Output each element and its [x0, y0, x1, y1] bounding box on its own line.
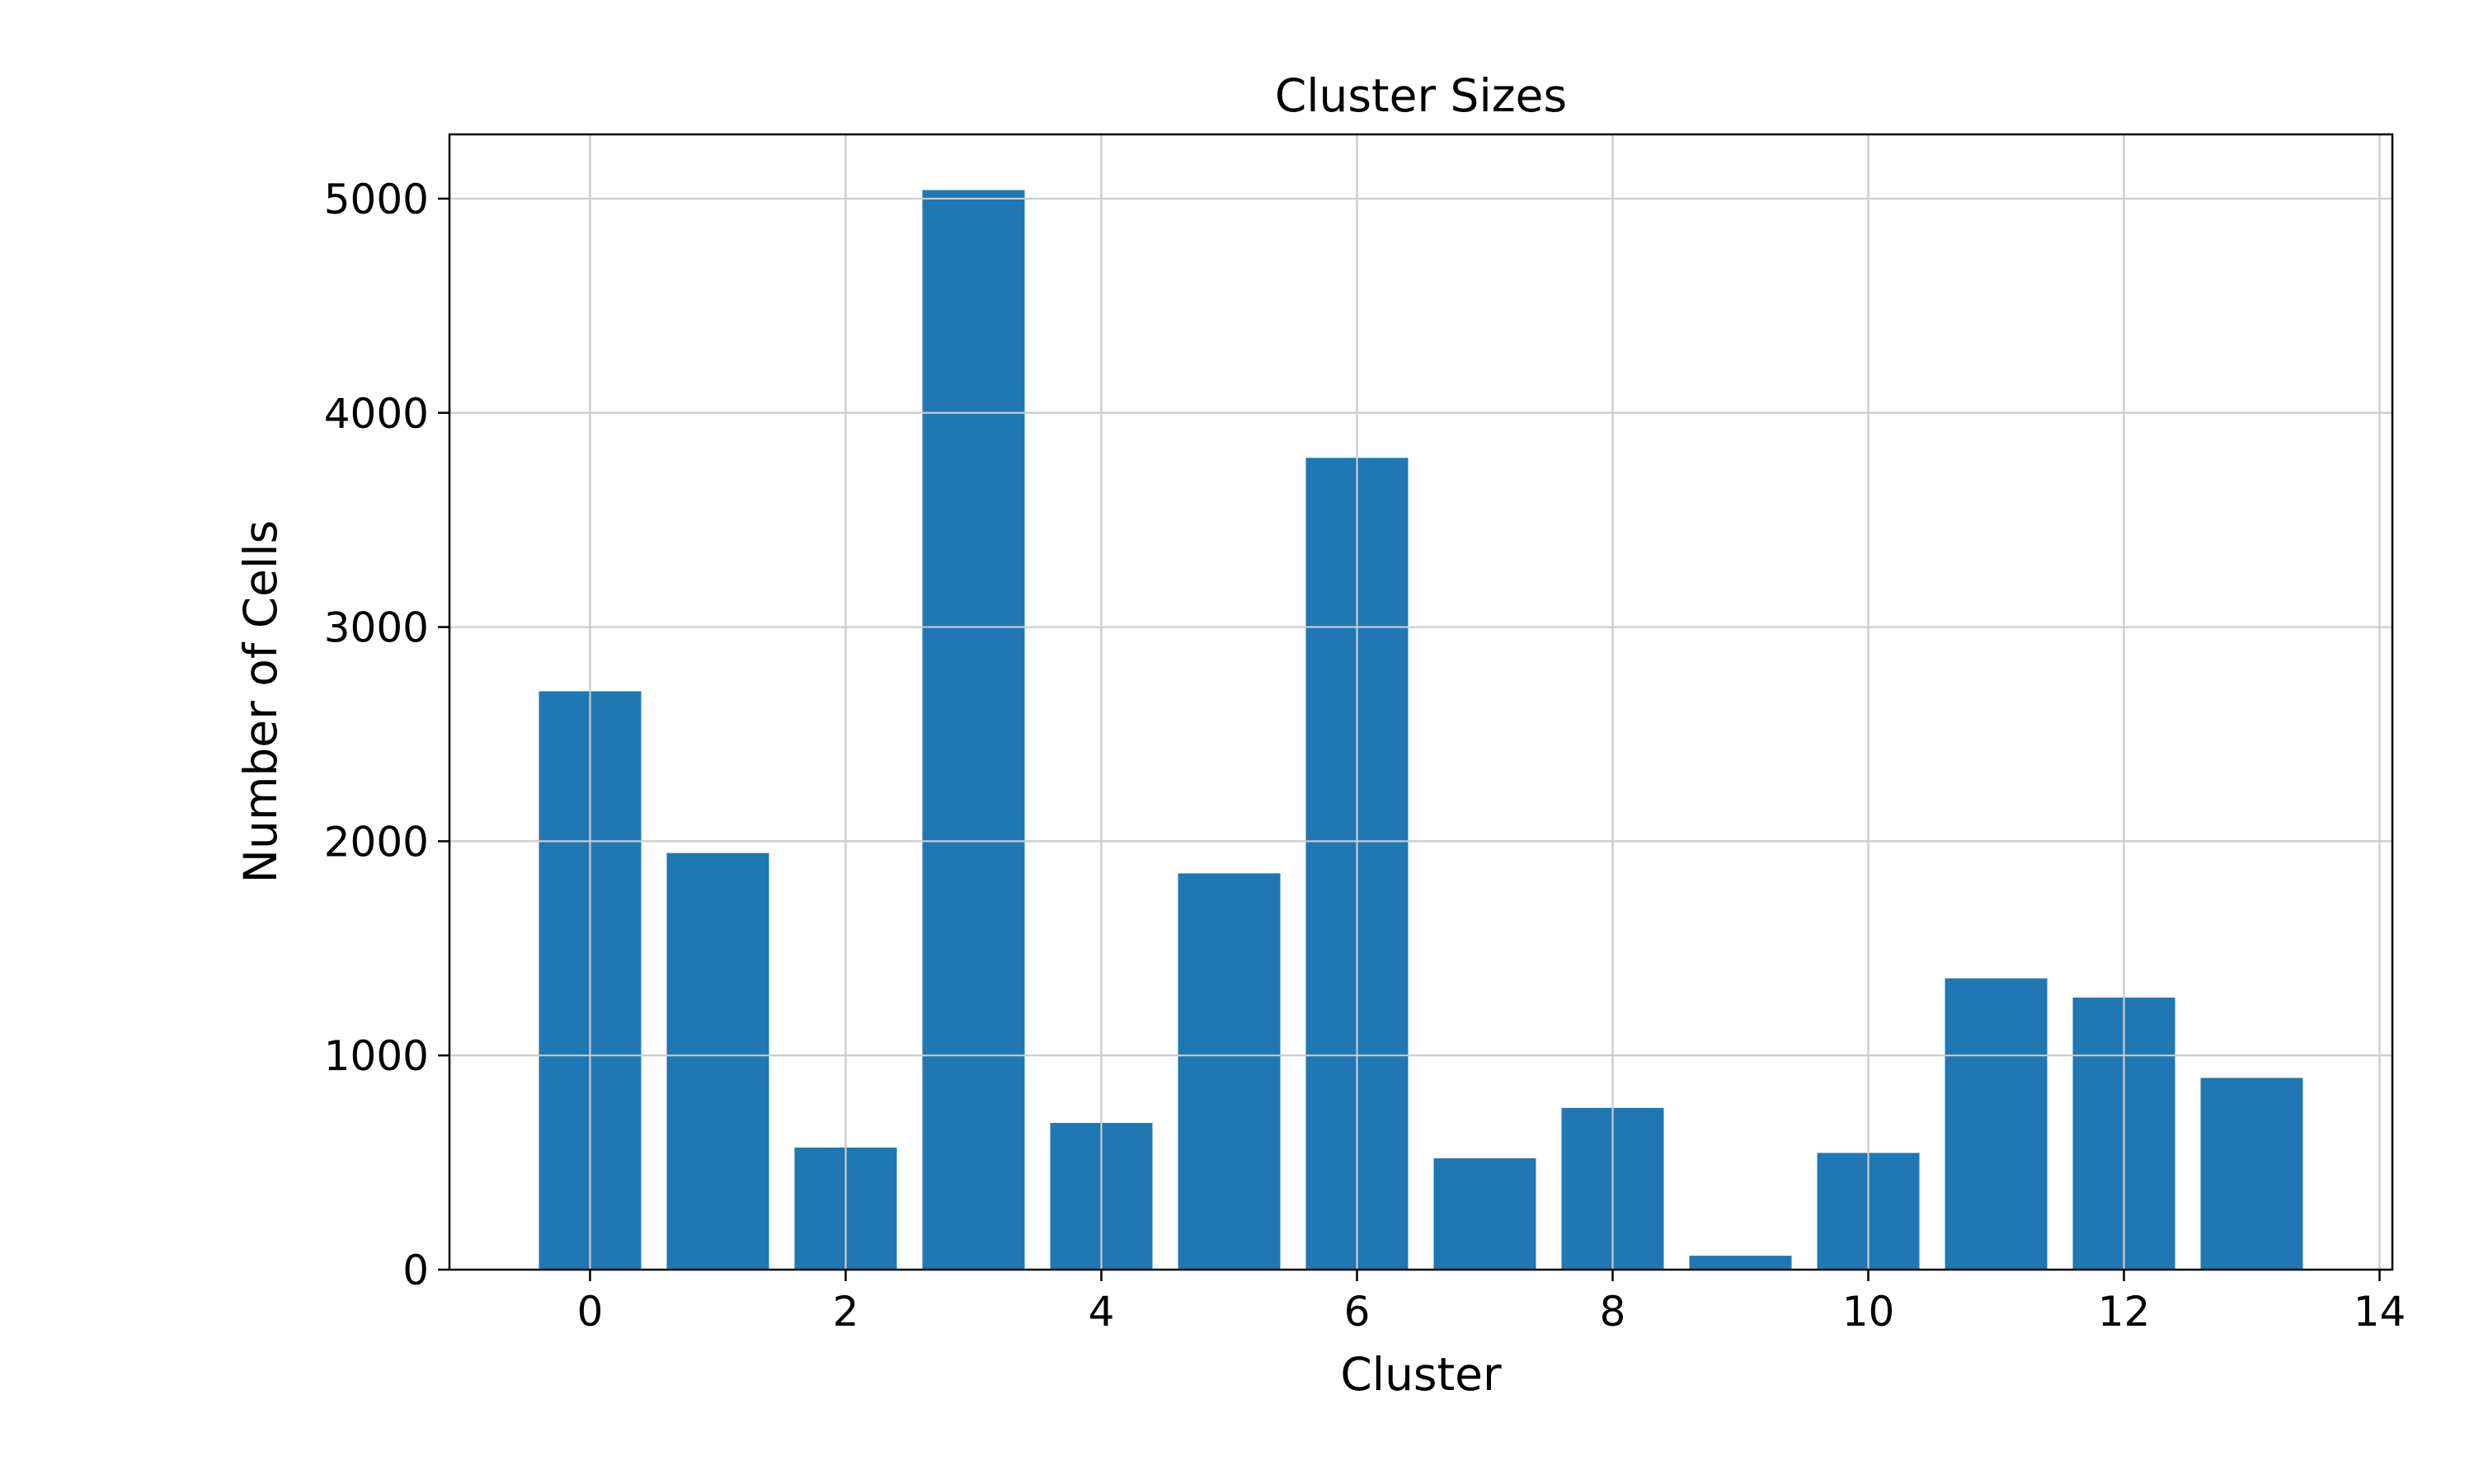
y-tick-label: 1000	[324, 1032, 429, 1080]
x-axis: 0 2 4 6 8 10 12 14	[577, 1270, 2406, 1336]
x-tick-label: 8	[1600, 1288, 1626, 1336]
y-tick-label: 0	[402, 1247, 429, 1294]
bar-cluster-5	[1178, 873, 1281, 1270]
x-tick-label: 12	[2098, 1288, 2151, 1336]
bar-cluster-13	[2200, 1078, 2303, 1270]
bar-cluster-1	[666, 852, 769, 1270]
bar-cluster-3	[922, 190, 1025, 1270]
x-tick-label: 10	[1842, 1288, 1895, 1336]
x-tick-label: 0	[577, 1288, 604, 1336]
bar-cluster-7	[1433, 1158, 1536, 1270]
x-axis-title: Cluster	[1340, 1348, 1502, 1401]
x-tick-label: 14	[2354, 1288, 2406, 1336]
y-tick-label: 2000	[324, 818, 429, 866]
y-tick-label: 3000	[324, 604, 429, 652]
y-axis-title: Number of Cells	[234, 520, 287, 883]
bar-cluster-9	[1689, 1256, 1792, 1270]
y-tick-label: 5000	[324, 176, 429, 223]
chart-title: Cluster Sizes	[1275, 69, 1567, 122]
x-tick-label: 6	[1344, 1288, 1371, 1336]
x-tick-label: 2	[833, 1288, 859, 1336]
y-axis: 0 1000 2000 3000 4000 5000	[324, 176, 449, 1294]
y-tick-label: 4000	[324, 390, 429, 438]
bar-cluster-11	[1945, 978, 2048, 1270]
plot-frame	[448, 133, 2394, 1271]
x-tick-label: 4	[1089, 1288, 1115, 1336]
bars	[539, 190, 2303, 1270]
grid-overlay	[449, 134, 2392, 1271]
